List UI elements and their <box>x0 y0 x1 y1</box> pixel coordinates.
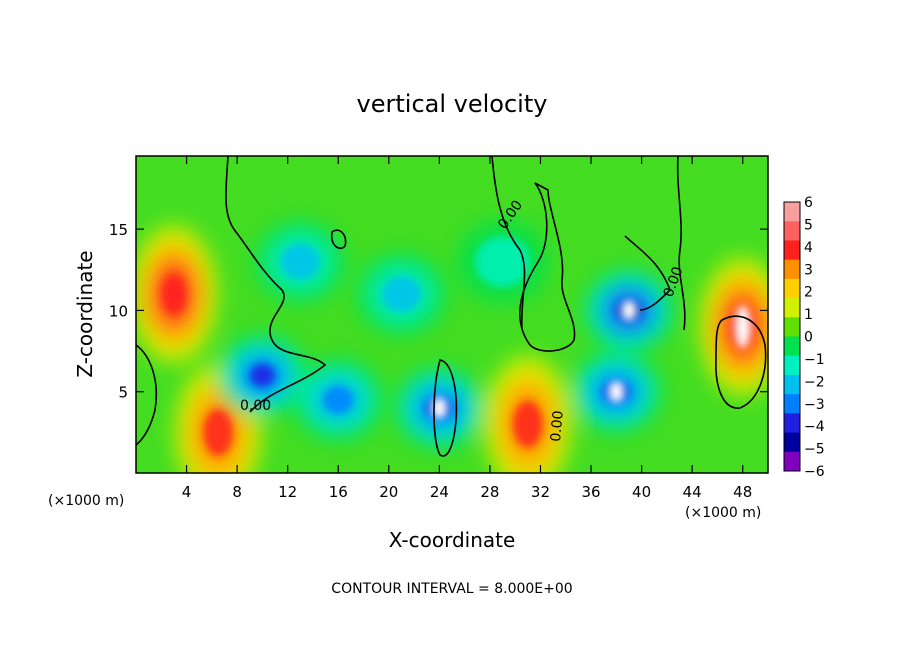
contour-zero-left <box>225 156 327 413</box>
contour-zero-cell <box>433 359 458 457</box>
x-tick-label: 32 <box>531 483 550 501</box>
x-tick-label: 44 <box>683 483 702 501</box>
downdraft-region <box>249 364 275 387</box>
colorbar-swatch <box>784 298 800 318</box>
updraft-region <box>513 400 543 448</box>
x-tick-label: 40 <box>632 483 651 501</box>
downdraft-peak <box>610 381 623 402</box>
colorbar-tick-label: −4 <box>804 419 825 435</box>
updraft-peak <box>736 304 749 349</box>
colorbar-frame <box>783 201 801 472</box>
colorbar-swatch <box>784 259 800 280</box>
colorbar-swatch <box>784 317 800 337</box>
colorbar-swatch <box>784 336 800 357</box>
y-axis-label: Z-coordinate <box>73 250 97 377</box>
x-unit-right: (×1000 m) <box>685 505 761 521</box>
colorbar-swatch <box>784 202 800 222</box>
colorbar-tick-label: 6 <box>804 195 813 211</box>
contour-zero-cell <box>715 315 767 409</box>
velocity-blobs <box>136 219 768 473</box>
colorbar-tick-label: 2 <box>804 285 813 301</box>
colorbar-swatch <box>784 221 800 241</box>
colorbar-tick-label: 1 <box>804 307 813 323</box>
colorbar-swatch <box>784 355 800 376</box>
downdraft-peak <box>433 397 446 418</box>
colorbar-swatch <box>784 278 800 299</box>
colorbar-tick-label: 4 <box>804 240 813 256</box>
contour-zero-center <box>491 156 526 331</box>
colorbar-tick-label: −3 <box>804 397 825 413</box>
downdraft-peak <box>622 300 635 321</box>
heatmap-field <box>136 156 768 473</box>
colorbar-tick-label: 5 <box>804 217 813 233</box>
x-tick-label: 4 <box>182 483 192 501</box>
colorbar-tick-label: −5 <box>804 442 825 458</box>
plot-frame <box>135 155 769 474</box>
y-tick-label: 15 <box>109 221 128 239</box>
contour-zero-right <box>519 182 576 352</box>
colorbar-tick-label: −6 <box>804 464 825 480</box>
y-tick-label: 5 <box>118 384 128 402</box>
colorbar-tick-label: −1 <box>804 352 825 368</box>
colorbar-tick-label: 0 <box>804 330 813 346</box>
contour-label: 0.00 <box>548 410 567 442</box>
contour-label: 0.00 <box>240 398 271 414</box>
colorbar-swatch <box>784 413 800 434</box>
x-tick-label: 8 <box>232 483 242 501</box>
downdraft-region <box>322 385 354 414</box>
x-unit-left: (×1000 m) <box>48 493 124 509</box>
x-tick-label: 12 <box>278 483 297 501</box>
colorbar-swatch <box>784 432 800 453</box>
updraft-region <box>203 409 233 456</box>
x-axis-label: X-coordinate <box>389 528 516 552</box>
contour-interval-note: CONTOUR INTERVAL = 8.000E+00 <box>331 581 572 597</box>
colorbar: 6 5 4 3 2 1 0 −1 −2 −3 −4 −5 −6 <box>783 195 825 480</box>
x-tick-label: 20 <box>379 483 398 501</box>
colorbar-tick-label: −2 <box>804 374 825 390</box>
y-axis: 5 10 15 <box>109 221 768 402</box>
downdraft-region <box>474 236 531 287</box>
colorbar-swatch <box>784 451 800 472</box>
contour-lines <box>136 156 767 457</box>
y-tick-label: 10 <box>109 302 128 320</box>
colorbar-swatch <box>784 240 800 261</box>
updraft-region <box>161 275 186 314</box>
contour-zero-cell <box>330 229 347 250</box>
x-tick-label: 24 <box>430 483 449 501</box>
x-tick-label: 36 <box>581 483 600 501</box>
colorbar-swatch <box>784 374 800 395</box>
x-axis: 4 8 12 16 20 24 28 32 36 40 44 48 <box>182 156 752 501</box>
x-tick-label: 48 <box>733 483 752 501</box>
x-tick-label: 16 <box>329 483 348 501</box>
chart-title: vertical velocity <box>357 90 548 118</box>
colorbar-tick-label: 3 <box>804 262 813 278</box>
contour-zero-cell <box>136 344 158 446</box>
contour-zero-far-right <box>676 156 686 331</box>
x-tick-label: 28 <box>480 483 499 501</box>
contour-zero-cell <box>624 235 671 311</box>
colorbar-swatch <box>784 394 800 414</box>
downdraft-region <box>381 276 422 313</box>
downdraft-region <box>280 243 321 280</box>
